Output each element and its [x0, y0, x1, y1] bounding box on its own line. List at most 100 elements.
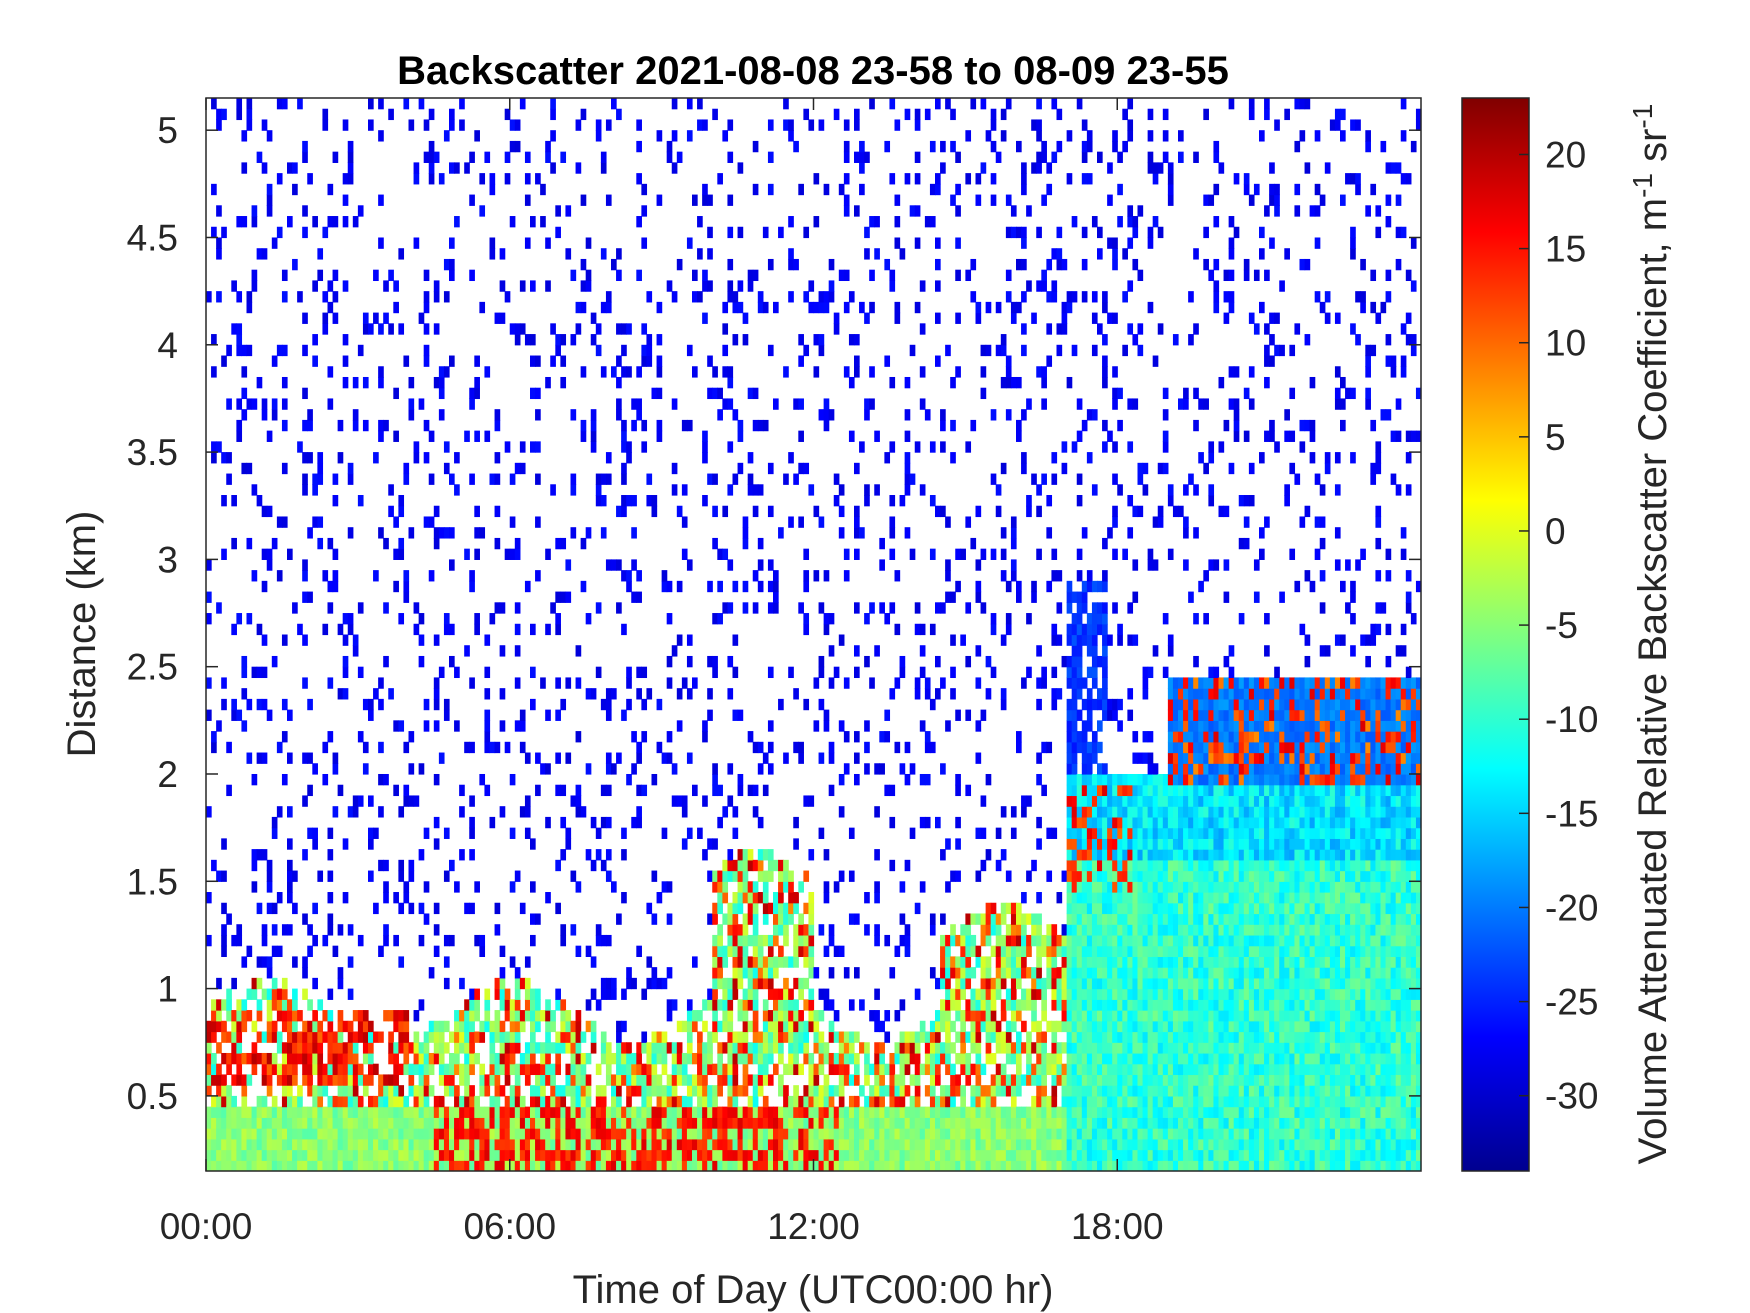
- heatmap-cells: [206, 98, 1421, 1171]
- heatmap-cell: [1000, 1160, 1007, 1171]
- heatmap-cell: [1097, 1063, 1103, 1076]
- heatmap-cell: [707, 870, 713, 882]
- heatmap-cell: [702, 495, 708, 507]
- heatmap-cell: [423, 1074, 430, 1086]
- heatmap-cell: [469, 473, 475, 485]
- heatmap-cell: [342, 334, 349, 346]
- heatmap-cell: [271, 1031, 278, 1043]
- heatmap-cell: [312, 1085, 318, 1097]
- heatmap-cell: [707, 1031, 713, 1043]
- heatmap-cell: [975, 1010, 982, 1022]
- heatmap-cell: [368, 1052, 374, 1065]
- heatmap-cell: [281, 731, 288, 743]
- heatmap-cell: [671, 1106, 678, 1118]
- heatmap-cell: [287, 999, 293, 1011]
- heatmap-cell: [904, 473, 911, 485]
- heatmap-cell: [241, 1010, 248, 1022]
- heatmap-cell: [307, 999, 313, 1011]
- heatmap-cell: [226, 1095, 232, 1108]
- heatmap-cell: [423, 516, 430, 528]
- heatmap-cell: [636, 591, 642, 603]
- heatmap-cell: [707, 838, 713, 850]
- heatmap-cell: [1051, 1128, 1058, 1140]
- heatmap-cell: [843, 366, 850, 378]
- heatmap-cell: [494, 537, 501, 550]
- heatmap-cell: [924, 1128, 931, 1140]
- heatmap-cell: [266, 1106, 273, 1118]
- heatmap-cell: [671, 1085, 678, 1097]
- heatmap-cell: [403, 1138, 410, 1151]
- heatmap-cell: [524, 194, 531, 206]
- heatmap-cell: [530, 1052, 536, 1065]
- heatmap-cell: [464, 1031, 470, 1043]
- heatmap-cell: [408, 376, 415, 389]
- heatmap-cell: [990, 945, 997, 957]
- heatmap-cell: [388, 484, 394, 496]
- heatmap-cell: [342, 613, 349, 625]
- heatmap-cell: [221, 1020, 227, 1033]
- heatmap-cell: [737, 934, 744, 947]
- heatmap-cell: [1036, 956, 1042, 968]
- heatmap-cell: [631, 1106, 637, 1118]
- heatmap-cell: [874, 806, 880, 818]
- heatmap-cell: [914, 1117, 921, 1129]
- heatmap-cell: [666, 1074, 673, 1086]
- heatmap-cell: [403, 1128, 410, 1140]
- heatmap-cell: [535, 1085, 541, 1097]
- heatmap-cell: [747, 280, 754, 292]
- heatmap-cell: [960, 548, 966, 560]
- heatmap-cell: [778, 527, 784, 539]
- heatmap-cell: [985, 1160, 992, 1171]
- heatmap-cell: [231, 1010, 237, 1022]
- heatmap-cell: [818, 924, 825, 936]
- heatmap-cell: [287, 1085, 293, 1097]
- heatmap-cell: [368, 1149, 374, 1161]
- heatmap-cell: [626, 666, 632, 679]
- heatmap-cell: [256, 495, 263, 507]
- heatmap-cell: [742, 1042, 749, 1054]
- heatmap-cell: [1056, 108, 1063, 121]
- heatmap-cell: [1086, 613, 1093, 625]
- heatmap-cell: [778, 1052, 784, 1065]
- heatmap-cell: [540, 216, 546, 228]
- heatmap-cell: [322, 623, 329, 636]
- heatmap-cell: [626, 1106, 632, 1118]
- heatmap-cell: [940, 162, 946, 174]
- heatmap-cell: [327, 398, 334, 410]
- heatmap-cell: [621, 441, 627, 453]
- heatmap-cell: [1021, 677, 1027, 689]
- heatmap-cell: [540, 1128, 546, 1140]
- heatmap-cell: [413, 162, 420, 174]
- heatmap-cell: [838, 269, 845, 282]
- heatmap-cell: [1102, 441, 1108, 453]
- heatmap-cell: [423, 119, 430, 131]
- heatmap-cell: [671, 999, 678, 1011]
- heatmap-cell: [454, 1128, 460, 1140]
- heatmap-cell: [864, 1117, 870, 1129]
- heatmap-cell: [611, 98, 617, 110]
- heatmap-cell: [423, 1160, 430, 1171]
- heatmap-cell: [555, 677, 561, 689]
- heatmap-cell: [960, 988, 966, 1000]
- heatmap-cell: [914, 1095, 921, 1108]
- heatmap-cell: [995, 1160, 1002, 1171]
- heatmap-cell: [266, 902, 273, 915]
- heatmap-cell: [1097, 892, 1103, 904]
- heatmap-cell: [843, 1117, 850, 1129]
- heatmap-cell: [1081, 763, 1088, 775]
- heatmap-cell: [717, 548, 723, 560]
- heatmap-cell: [681, 1138, 688, 1151]
- heatmap-cell: [1097, 1085, 1103, 1097]
- heatmap-cell: [676, 1052, 683, 1065]
- heatmap-cell: [292, 1063, 298, 1076]
- heatmap-cell: [686, 130, 693, 142]
- heatmap-cell: [281, 924, 288, 936]
- heatmap-cell: [955, 956, 961, 968]
- heatmap-cell: [808, 1085, 815, 1097]
- heatmap-cell: [433, 291, 440, 303]
- heatmap-cell: [757, 870, 764, 882]
- heatmap-cell: [1117, 913, 1123, 925]
- heatmap-cell: [737, 849, 744, 861]
- heatmap-cell: [651, 1063, 658, 1076]
- heatmap-cell: [1086, 945, 1093, 957]
